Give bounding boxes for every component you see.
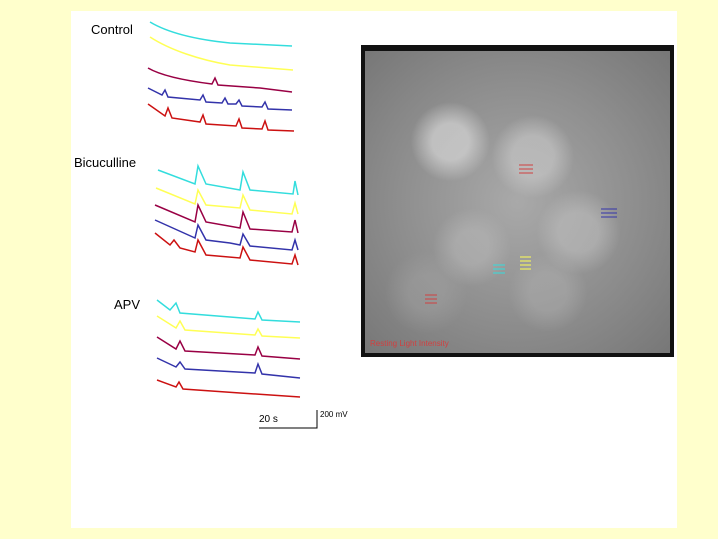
bicuculline-trace-red <box>154 232 299 266</box>
control-trace-purple <box>147 67 293 93</box>
control-trace-yellow <box>149 36 294 71</box>
bicuculline-trace-purple <box>154 202 299 234</box>
bicuculline-label: Bicuculline <box>74 155 137 170</box>
roi-markers <box>425 164 617 304</box>
image-caption: Resting Light Intensity <box>370 339 449 348</box>
control-label: Control <box>91 22 133 37</box>
control-trace-red <box>147 103 295 132</box>
scale-bar-time-label: 20 s <box>259 414 278 425</box>
roi-red-top <box>519 164 533 174</box>
apv-trace-cyan <box>156 299 301 323</box>
roi-blue-right <box>601 208 617 218</box>
apv-trace-purple <box>156 336 301 360</box>
bicuculline-trace-cyan <box>157 163 299 196</box>
roi-red-bottom <box>425 294 437 304</box>
apv-trace-blue <box>156 357 301 379</box>
fluorescence-field: Resting Light Intensity <box>365 51 670 353</box>
bicuculline-trace-yellow <box>155 187 299 215</box>
scale-bar <box>259 410 318 429</box>
apv-trace-yellow <box>156 315 301 339</box>
roi-cyan <box>493 264 505 274</box>
scale-bar-voltage-label: 200 mV <box>320 410 348 419</box>
apv-label: APV <box>114 297 141 312</box>
apv-trace-red <box>156 379 301 398</box>
control-trace-cyan <box>149 21 293 47</box>
microscopy-image: Resting Light Intensity <box>361 45 674 357</box>
roi-yellow <box>520 256 531 270</box>
control-trace-blue <box>147 87 293 111</box>
bicuculline-trace-blue <box>154 219 299 251</box>
